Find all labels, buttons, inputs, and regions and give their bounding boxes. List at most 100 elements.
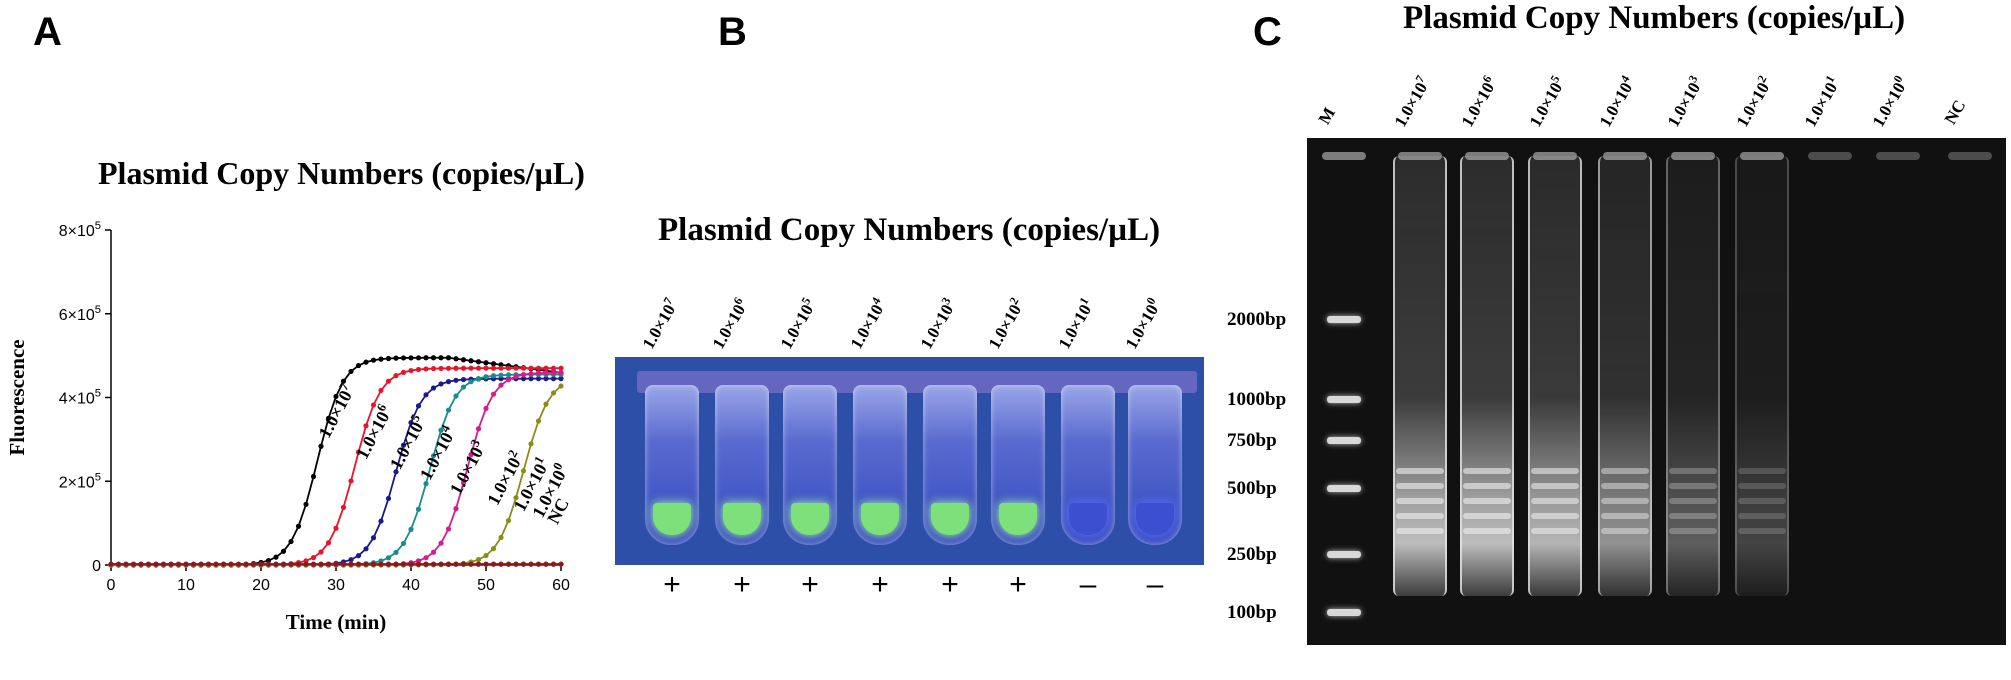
tube-label: 1.0×103 <box>916 294 958 353</box>
series-point <box>318 561 324 567</box>
series-point <box>558 376 564 382</box>
lane-band <box>1396 483 1444 489</box>
lane-smear <box>1735 156 1789 596</box>
series-point <box>528 365 534 371</box>
tube-liquid <box>861 503 899 535</box>
series-point <box>498 365 504 371</box>
lane-band <box>1601 468 1649 474</box>
series-point <box>400 355 407 361</box>
ladder-label: 100bp <box>1227 602 1277 623</box>
lane-smear <box>1460 156 1514 596</box>
series-point <box>520 365 527 371</box>
series-point <box>423 561 429 567</box>
series-point <box>288 561 294 567</box>
series-point <box>393 373 399 379</box>
tube-label: 1.0×106 <box>708 294 750 353</box>
series-point <box>453 365 459 371</box>
series-point <box>483 405 489 411</box>
series-point <box>273 554 279 560</box>
series-point <box>310 554 317 561</box>
lane-band <box>1463 468 1511 474</box>
series-point <box>453 506 459 512</box>
series-point <box>445 379 452 385</box>
ladder-label: 2000bp <box>1227 309 1287 330</box>
series-point <box>333 525 339 531</box>
x-tick-label: 0 <box>107 577 116 594</box>
series-point <box>498 561 504 567</box>
series-point <box>415 403 422 409</box>
series-point <box>288 538 294 545</box>
series-point <box>355 449 362 455</box>
series-point <box>550 561 557 567</box>
series-point <box>460 365 467 371</box>
series-point <box>520 372 527 378</box>
tube-liquid <box>1069 503 1107 535</box>
series-point <box>453 561 459 567</box>
series-point <box>378 387 384 394</box>
series-point <box>468 358 474 364</box>
series-point <box>393 561 399 567</box>
lane-smear <box>1598 156 1652 596</box>
series-point <box>190 561 197 567</box>
series-point <box>498 534 504 541</box>
series-point <box>438 355 444 361</box>
series-point <box>183 561 189 567</box>
series-point <box>400 369 407 375</box>
series-point <box>348 561 354 567</box>
series-point <box>498 382 504 388</box>
series-point <box>340 504 347 510</box>
x-axis-label: Time (min) <box>286 610 387 634</box>
axes: 0 10 20 30 40 50 60 0 2×105 4×105 6×105 8×105 Time (… <box>5 220 570 634</box>
series-point <box>355 362 362 369</box>
lane-band <box>1738 498 1786 504</box>
series-point <box>385 561 392 567</box>
ladder-band <box>1327 609 1361 616</box>
tube-label: 1.0×105 <box>776 294 818 353</box>
lane-band <box>1669 513 1717 519</box>
series-label: 1.0×107 <box>313 381 359 442</box>
series-point <box>550 365 557 371</box>
series-point <box>430 453 437 459</box>
series-point <box>490 373 497 379</box>
series-point <box>520 561 527 567</box>
series-point <box>483 360 489 366</box>
series-point <box>363 546 369 552</box>
series-point <box>550 376 557 382</box>
series-point <box>355 553 362 559</box>
series-point <box>475 359 482 365</box>
lane-band <box>1531 528 1579 534</box>
lane-band <box>1531 483 1579 489</box>
tube-result: – <box>1079 568 1097 601</box>
lane-band <box>1531 498 1579 504</box>
series-point <box>385 355 392 362</box>
series-point <box>430 561 437 567</box>
series-point <box>198 561 204 567</box>
series-point <box>430 355 437 361</box>
lane-band <box>1396 513 1444 519</box>
series-point <box>543 401 549 407</box>
series-point <box>550 390 557 396</box>
tube-liquid <box>723 503 761 535</box>
series-point <box>558 369 564 376</box>
series-point <box>228 561 234 567</box>
y-tick-label: 0 <box>92 558 101 575</box>
gel-well <box>1808 152 1852 160</box>
ladder-label: 500bp <box>1227 478 1277 499</box>
series-point <box>535 370 542 376</box>
lane-band <box>1601 483 1649 489</box>
series-point <box>520 468 527 474</box>
series-point <box>213 561 219 567</box>
series-0: 1.0×107 <box>108 355 564 568</box>
series-point <box>483 374 489 380</box>
series-point <box>370 561 377 567</box>
series-point <box>498 372 504 378</box>
series-point <box>175 561 182 567</box>
series-point <box>250 561 257 567</box>
series-point <box>400 442 407 448</box>
gel-well <box>1671 152 1715 160</box>
lane-smear <box>1666 156 1720 596</box>
panel-letter-c: C <box>1253 10 1282 54</box>
series-point <box>318 549 324 555</box>
ladder-label: 250bp <box>1227 544 1277 565</box>
series-line <box>111 356 562 566</box>
